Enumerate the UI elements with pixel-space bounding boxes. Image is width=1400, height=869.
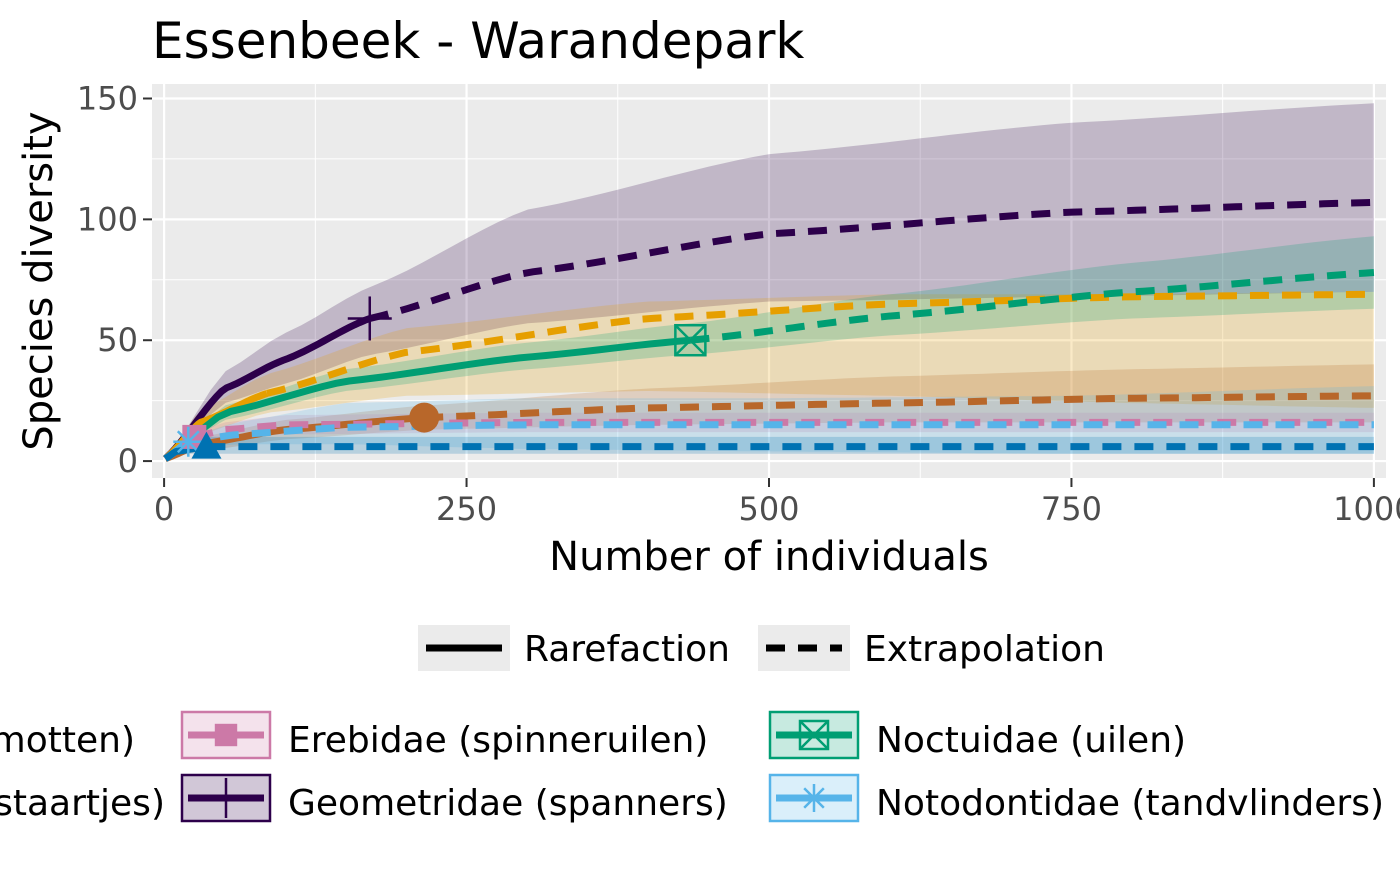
observed-point	[173, 426, 204, 457]
family-legend-label: Noctuidae (uilen)	[876, 720, 1186, 761]
method-legend-label: Extrapolation	[864, 629, 1105, 670]
chart-title: Essenbeek - Warandepark	[152, 12, 804, 70]
extrapolation-line	[368, 198, 1375, 322]
observed-point	[798, 719, 830, 751]
x-tick-label: 0	[154, 490, 174, 528]
y-tick-label: 50	[97, 321, 138, 359]
family-legend: ...motten) ...staartjes) Erebidae (spinner…	[0, 710, 1384, 824]
rarefaction-line	[162, 315, 372, 462]
observed-point	[674, 324, 707, 357]
family-legend-label: Erebidae (spinneruilen)	[288, 720, 708, 761]
y-tick-label: 100	[77, 200, 138, 238]
y-axis-title: Species diversity	[16, 111, 62, 450]
y-tick-label: 150	[77, 80, 138, 118]
family-legend-label: ...staartjes)	[0, 783, 165, 824]
observed-point	[799, 720, 829, 750]
extrapolation-line	[690, 269, 1375, 344]
method-legend: Rarefaction Extrapolation	[418, 625, 1105, 671]
family-legend-marker	[798, 719, 830, 751]
observed-point	[214, 723, 238, 747]
observed-point	[409, 402, 440, 433]
confidence-ribbon	[165, 364, 1374, 459]
x-axis-title: Number of individuals	[549, 534, 989, 580]
x-tick-label: 750	[1041, 490, 1102, 528]
x-tick-label: 250	[436, 490, 497, 528]
observed-point	[800, 784, 828, 812]
family-legend-label: Geometridae (spanners)	[288, 783, 728, 824]
grid	[152, 84, 1386, 478]
extrapolation-line	[187, 421, 1374, 446]
family-legend-marker	[214, 723, 238, 747]
rarefaction-line	[163, 336, 691, 462]
y-tick-label: 0	[118, 442, 138, 480]
confidence-ribbon	[165, 103, 1374, 459]
observed-point	[674, 323, 707, 357]
family-legend-marker	[800, 784, 828, 812]
observed-points	[173, 296, 707, 459]
extrapolation-line	[266, 290, 1374, 397]
confidence-ribbon	[165, 236, 1374, 459]
x-tick-label: 500	[738, 490, 799, 528]
family-legend-label: ...motten)	[0, 720, 135, 761]
observed-point	[191, 431, 222, 459]
confidence-ribbon	[165, 291, 1374, 459]
family-legend-label: Notodontidae (tandvlinders)	[876, 783, 1384, 824]
confidence-ribbon	[165, 436, 1374, 459]
method-legend-label: Rarefaction	[524, 629, 730, 670]
